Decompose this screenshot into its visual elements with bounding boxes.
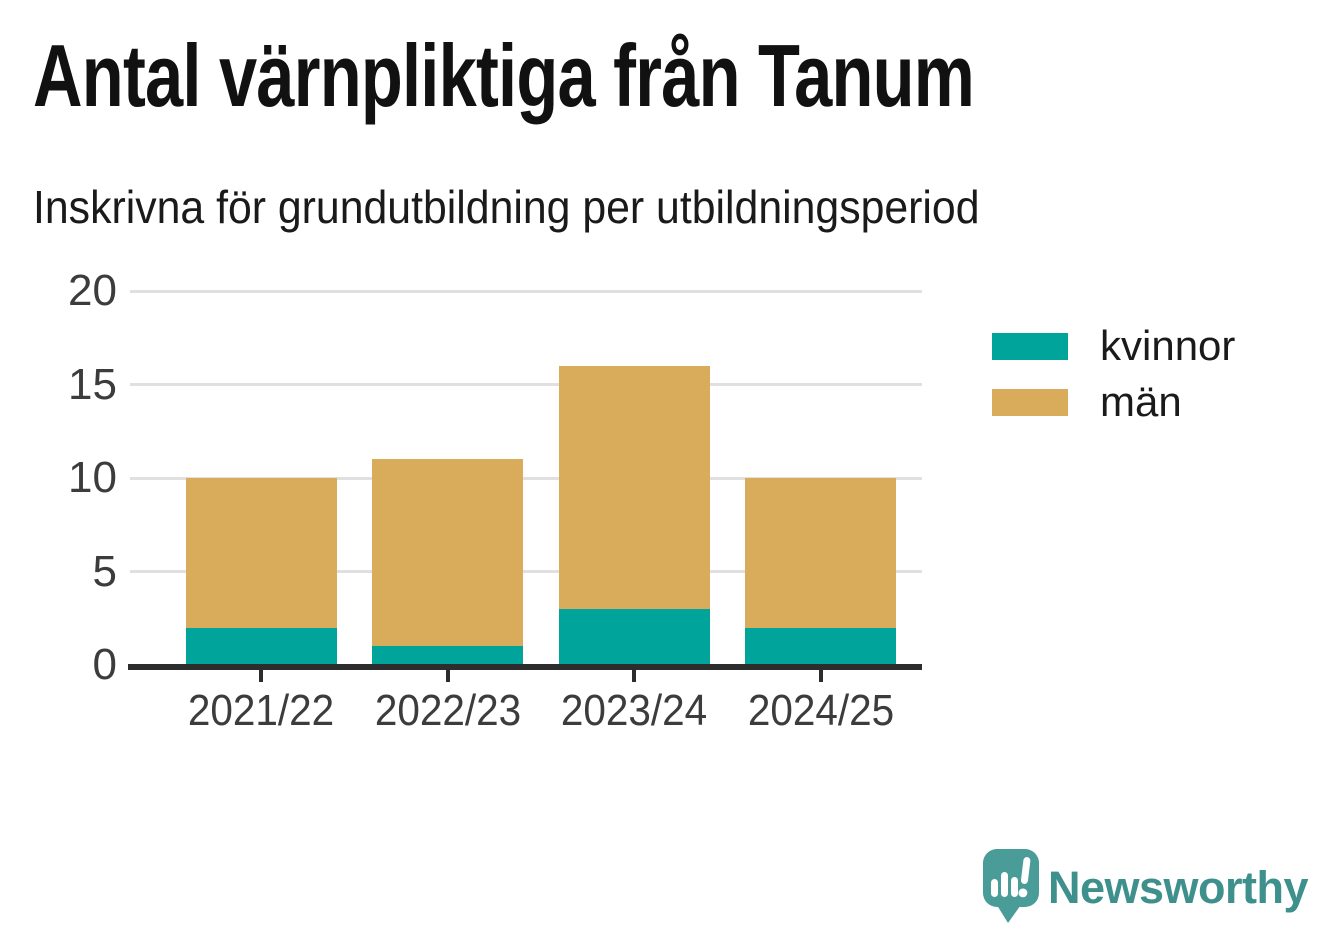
bar-segment-män bbox=[185, 478, 337, 628]
bar-segment-män bbox=[558, 365, 710, 609]
x-tick-label: 2024/25 bbox=[747, 686, 894, 735]
newsworthy-logo-icon bbox=[983, 849, 1039, 923]
x-tick-mark bbox=[632, 670, 636, 682]
x-tick-label: 2022/23 bbox=[374, 686, 521, 735]
y-tick-label: 10 bbox=[68, 453, 117, 502]
x-axis-line bbox=[128, 664, 922, 670]
newsworthy-branding: Newsworthy bbox=[982, 848, 1309, 928]
chart-subtitle: Inskrivna för grundutbildning per utbild… bbox=[33, 181, 980, 233]
legend-swatch-man bbox=[992, 389, 1068, 416]
legend-label: män bbox=[1100, 378, 1182, 425]
bar-segment-kvinnor bbox=[372, 646, 523, 665]
legend-label: kvinnor bbox=[1100, 322, 1236, 369]
x-tick-mark bbox=[445, 670, 450, 682]
gridline bbox=[130, 476, 922, 480]
gridline bbox=[130, 383, 922, 386]
bar-group-2023/24 bbox=[558, 365, 710, 665]
y-tick-label: 20 bbox=[68, 266, 117, 315]
y-tick-label: 0 bbox=[92, 640, 117, 689]
y-tick-label: 15 bbox=[68, 359, 117, 409]
bar-group-2024/25 bbox=[745, 478, 896, 665]
bar-group-2022/23 bbox=[372, 459, 523, 665]
gridline bbox=[130, 289, 922, 293]
gridline bbox=[130, 570, 922, 573]
bar-segment-män bbox=[372, 459, 523, 647]
x-tick-mark bbox=[818, 670, 823, 682]
bar-group-2021/22 bbox=[185, 478, 337, 665]
page-title: Antal värnpliktiga från Tanum bbox=[33, 26, 975, 125]
y-tick-label: 5 bbox=[92, 546, 117, 596]
bar-segment-kvinnor bbox=[745, 627, 896, 665]
legend-swatch-kvinnor bbox=[992, 333, 1068, 360]
bar-segment-kvinnor bbox=[558, 608, 710, 665]
bar-segment-män bbox=[745, 478, 896, 628]
x-tick-label: 2023/24 bbox=[560, 686, 708, 735]
newsworthy-logo-text: Newsworthy bbox=[1048, 862, 1309, 913]
x-tick-mark bbox=[259, 670, 263, 682]
bar-segment-kvinnor bbox=[185, 627, 337, 665]
plot-area bbox=[130, 289, 922, 665]
x-tick-label: 2021/22 bbox=[187, 686, 335, 735]
